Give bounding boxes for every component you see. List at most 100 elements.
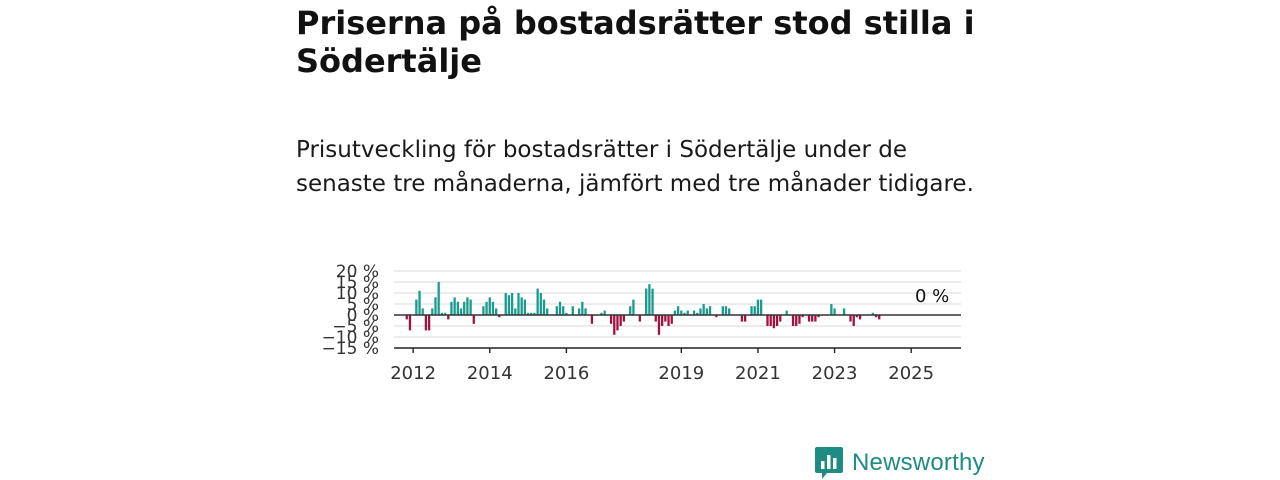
bar bbox=[437, 282, 440, 315]
y-tick-label: 10 % bbox=[336, 284, 379, 304]
bar bbox=[526, 312, 530, 315]
bar bbox=[616, 315, 619, 331]
bar bbox=[565, 312, 568, 315]
bar bbox=[871, 312, 874, 315]
bar bbox=[482, 306, 485, 315]
bar bbox=[772, 315, 776, 329]
bar bbox=[558, 301, 562, 315]
bar bbox=[702, 304, 705, 315]
bar bbox=[795, 315, 798, 326]
bar bbox=[651, 288, 654, 315]
bar bbox=[434, 297, 437, 315]
bar bbox=[447, 315, 450, 320]
bar bbox=[833, 308, 836, 315]
last-value-label: 0 % bbox=[915, 286, 949, 307]
bar bbox=[673, 310, 677, 315]
bar bbox=[613, 315, 616, 335]
bar bbox=[539, 293, 542, 315]
bar bbox=[456, 301, 459, 315]
bar bbox=[440, 312, 444, 315]
bar bbox=[469, 299, 472, 315]
x-tick-label: 2014 bbox=[467, 363, 513, 384]
bar bbox=[629, 306, 632, 315]
bar bbox=[645, 288, 648, 315]
newsworthy-logo-icon bbox=[815, 447, 843, 479]
bar bbox=[443, 312, 447, 315]
newsworthy-brand: Newsworthy bbox=[814, 446, 985, 480]
bar bbox=[424, 315, 428, 331]
bar bbox=[849, 315, 852, 322]
bar bbox=[498, 315, 501, 318]
bar bbox=[584, 308, 587, 315]
bar bbox=[721, 306, 724, 315]
bar bbox=[571, 306, 574, 315]
bar bbox=[405, 315, 408, 320]
bar bbox=[670, 315, 673, 324]
bar bbox=[807, 315, 811, 322]
bar bbox=[485, 301, 488, 315]
bar bbox=[817, 315, 820, 318]
bar bbox=[517, 293, 520, 315]
bar bbox=[453, 297, 456, 315]
y-tick-label: −5 % bbox=[332, 317, 379, 337]
bar bbox=[590, 315, 594, 324]
price-change-bar-chart: 20 %15 %10 %5 %0 %−5 %−10 %−15 %2012 2014… bbox=[322, 262, 961, 384]
bar bbox=[766, 315, 769, 326]
bar bbox=[664, 315, 667, 322]
page-subtitle: Prisutveckling för bostadsrätter i Söder… bbox=[296, 137, 974, 197]
bar bbox=[683, 312, 686, 315]
bar bbox=[676, 306, 680, 315]
bar bbox=[450, 301, 453, 315]
y-tick-label: 15 % bbox=[336, 273, 379, 293]
y-tick-label: −10 % bbox=[322, 328, 379, 348]
bar bbox=[427, 315, 431, 331]
bar bbox=[542, 299, 546, 315]
bar bbox=[463, 301, 466, 315]
bar bbox=[708, 306, 712, 315]
bar bbox=[791, 315, 795, 326]
bar bbox=[523, 299, 527, 315]
bar bbox=[466, 297, 469, 315]
bar bbox=[632, 299, 635, 315]
x-tick-label: 2019 bbox=[658, 363, 704, 384]
x-tick-label: 2016 bbox=[543, 363, 589, 384]
bar bbox=[811, 315, 814, 322]
bar bbox=[661, 315, 664, 326]
bar bbox=[715, 315, 718, 318]
bar bbox=[546, 308, 549, 315]
bar bbox=[798, 315, 801, 324]
bar bbox=[705, 308, 708, 315]
bar bbox=[555, 306, 558, 315]
bar bbox=[609, 315, 613, 324]
bar bbox=[514, 308, 517, 315]
x-tick-label: 2012 bbox=[390, 363, 436, 384]
bar bbox=[785, 310, 788, 315]
bar bbox=[680, 310, 683, 315]
bar bbox=[507, 295, 511, 315]
y-tick-label: 0 % bbox=[347, 306, 379, 326]
x-tick-label: 2023 bbox=[812, 363, 858, 384]
bar bbox=[530, 312, 533, 315]
bar bbox=[536, 288, 539, 315]
y-tick-label: −15 % bbox=[322, 339, 379, 359]
chart-bars bbox=[405, 282, 881, 335]
bar bbox=[510, 293, 514, 315]
bar bbox=[495, 308, 498, 315]
bar bbox=[775, 315, 779, 326]
bar bbox=[657, 315, 661, 335]
bar bbox=[408, 315, 412, 331]
bar bbox=[562, 306, 565, 315]
bar bbox=[686, 310, 689, 315]
chart-axes bbox=[394, 314, 961, 353]
page-title: Priserna på bostadsrätter stod stilla i … bbox=[296, 4, 975, 80]
bar bbox=[648, 284, 651, 315]
bar bbox=[415, 299, 418, 315]
bar bbox=[769, 315, 772, 326]
bar bbox=[421, 308, 424, 315]
bar bbox=[878, 315, 881, 320]
bar bbox=[756, 299, 760, 315]
bar bbox=[667, 315, 670, 326]
brand-name: Newsworthy bbox=[852, 449, 985, 476]
bar bbox=[431, 308, 434, 315]
bar bbox=[740, 315, 744, 322]
